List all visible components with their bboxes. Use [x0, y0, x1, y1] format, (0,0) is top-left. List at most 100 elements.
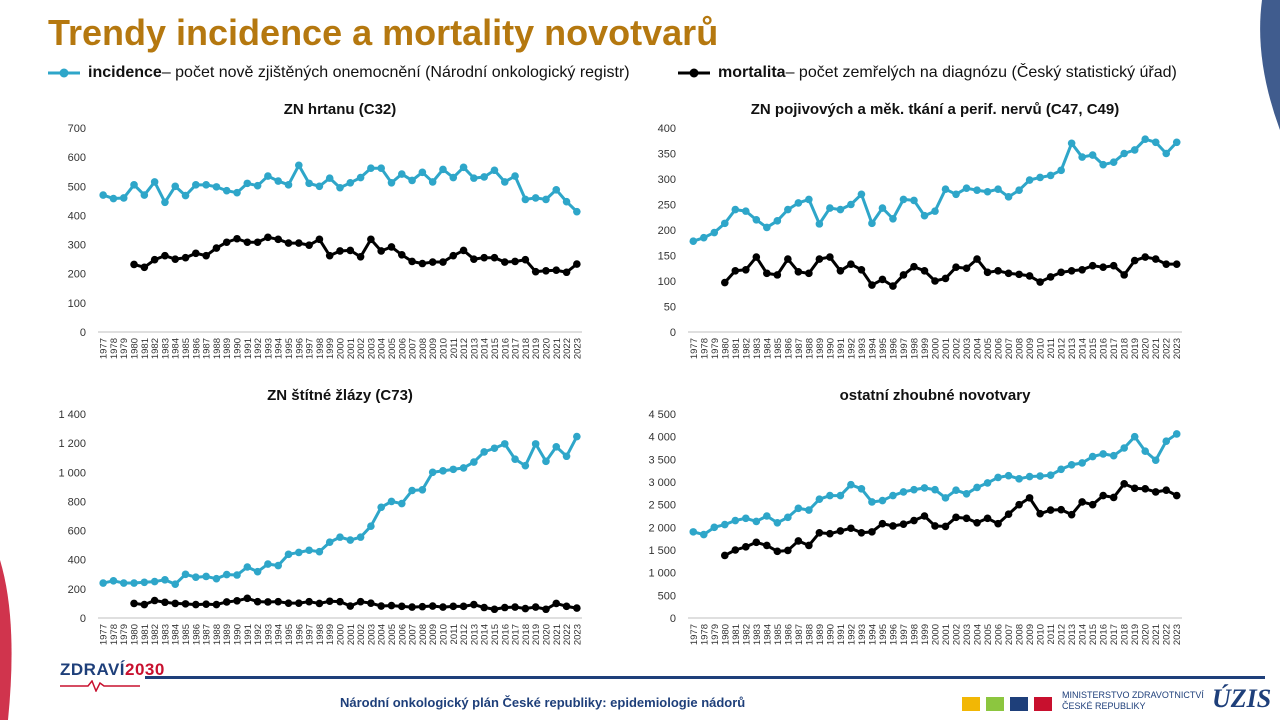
x-tick-label: 1984: [762, 338, 773, 359]
data-point-incidence: [573, 207, 581, 216]
data-point-mortalita: [1151, 255, 1160, 263]
x-tick-label: 2007: [1004, 624, 1015, 645]
data-point-incidence: [459, 163, 468, 172]
data-point-incidence: [1151, 138, 1160, 147]
data-point-incidence: [171, 580, 180, 588]
data-point-incidence: [397, 499, 406, 508]
data-point-mortalita: [742, 543, 750, 551]
data-point-incidence: [140, 191, 149, 199]
incidence-legend-marker: [48, 68, 80, 78]
data-point-incidence: [356, 533, 365, 541]
data-point-incidence: [784, 513, 792, 522]
data-point-incidence: [542, 457, 550, 466]
data-point-mortalita: [952, 513, 960, 522]
x-tick-label: 2015: [490, 338, 501, 359]
x-tick-label: 2011: [449, 624, 460, 644]
data-point-mortalita: [531, 603, 540, 611]
x-tick-label: 1991: [836, 338, 847, 359]
data-point-mortalita: [511, 603, 519, 611]
data-point-mortalita: [408, 257, 416, 266]
x-tick-label: 2005: [983, 624, 994, 645]
x-tick-label: 2003: [366, 338, 377, 359]
data-point-mortalita: [171, 599, 180, 608]
data-point-incidence: [377, 503, 385, 512]
y-tick-label: 400: [68, 210, 86, 222]
x-tick-label: 2020: [541, 624, 552, 645]
x-tick-label: 2016: [1099, 338, 1110, 359]
x-tick-label: 1999: [325, 624, 336, 645]
y-tick-label: 4 000: [648, 432, 676, 444]
ministry-line-2: ČESKÉ REPUBLIKY: [1062, 701, 1146, 711]
x-tick-label: 1988: [804, 338, 815, 359]
data-point-mortalita: [1004, 510, 1013, 518]
x-tick-label: 1982: [150, 624, 161, 645]
x-tick-label: 1994: [274, 624, 285, 645]
data-point-incidence: [857, 485, 866, 493]
x-tick-label: 1986: [191, 624, 202, 645]
data-point-mortalita: [295, 239, 303, 247]
data-point-incidence: [1004, 193, 1013, 201]
data-point-incidence: [459, 464, 468, 472]
data-point-incidence: [689, 237, 698, 246]
data-point-mortalita: [994, 267, 1002, 275]
data-point-mortalita: [952, 263, 960, 272]
data-point-incidence: [171, 182, 180, 191]
data-point-mortalita: [1036, 278, 1044, 286]
data-point-incidence: [542, 195, 550, 204]
data-point-mortalita: [1120, 271, 1128, 279]
data-point-incidence: [356, 173, 365, 182]
data-point-mortalita: [140, 600, 149, 609]
data-point-mortalita: [1099, 263, 1107, 272]
x-tick-label: 1992: [253, 338, 264, 359]
data-point-mortalita: [150, 255, 159, 264]
x-tick-label: 2010: [438, 624, 449, 645]
x-tick-label: 1995: [284, 338, 295, 359]
data-point-incidence: [408, 486, 416, 495]
data-point-incidence: [889, 214, 897, 223]
x-tick-label: 2003: [366, 624, 377, 645]
x-tick-label: 1990: [233, 624, 244, 645]
legend-incidence-desc: – počet nově zjištěných onemocnění (Náro…: [161, 64, 630, 81]
data-point-incidence: [140, 578, 149, 587]
data-point-incidence: [181, 191, 190, 200]
data-point-mortalita: [336, 247, 344, 255]
data-point-incidence: [511, 172, 519, 180]
data-point-mortalita: [983, 514, 992, 523]
x-tick-label: 2023: [572, 624, 583, 645]
chart-soft-tissue: ZN pojivových a měk. tkání a perif. nerv…: [658, 101, 1184, 359]
data-point-mortalita: [274, 597, 283, 606]
data-point-incidence: [1088, 151, 1097, 159]
data-point-mortalita: [1067, 267, 1076, 275]
data-point-mortalita: [752, 538, 761, 547]
data-point-mortalita: [1172, 260, 1181, 268]
data-point-incidence: [699, 233, 708, 242]
x-tick-label: 1994: [274, 338, 285, 359]
y-tick-label: 300: [68, 240, 86, 252]
x-tick-label: 1986: [191, 338, 202, 359]
data-point-mortalita: [418, 602, 427, 611]
logo-text-b: 2030: [125, 660, 165, 679]
data-point-mortalita: [459, 246, 468, 255]
x-tick-label: 2001: [941, 338, 952, 359]
data-point-incidence: [418, 485, 427, 494]
data-point-incidence: [99, 191, 107, 199]
data-point-incidence: [1141, 447, 1150, 455]
x-tick-label: 2011: [1046, 624, 1057, 644]
x-tick-label: 2010: [1036, 338, 1047, 359]
data-point-mortalita: [1025, 494, 1034, 502]
chart-title: ZN štítné žlázy (C73): [267, 387, 413, 404]
x-tick-label: 2007: [408, 338, 419, 359]
data-point-mortalita: [459, 602, 468, 611]
x-tick-label: 1984: [762, 624, 773, 645]
x-tick-label: 2016: [1099, 624, 1110, 645]
data-point-incidence: [243, 179, 252, 188]
data-point-incidence: [1141, 135, 1150, 144]
x-tick-label: 2017: [1109, 624, 1120, 645]
x-tick-label: 2021: [1151, 338, 1162, 359]
data-point-mortalita: [889, 282, 897, 290]
data-point-mortalita: [192, 249, 200, 258]
data-point-incidence: [274, 561, 283, 570]
x-tick-label: 2008: [1015, 338, 1026, 359]
x-tick-label: 1996: [294, 338, 305, 359]
data-point-incidence: [418, 168, 427, 177]
